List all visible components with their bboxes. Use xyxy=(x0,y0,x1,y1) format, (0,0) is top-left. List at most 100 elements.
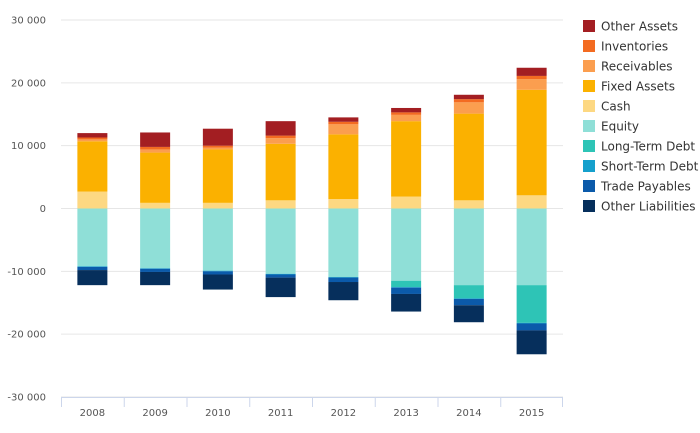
bar-segment[interactable] xyxy=(140,149,171,153)
bar-segment[interactable] xyxy=(328,199,359,209)
bar-segment[interactable] xyxy=(516,89,547,196)
bar-segment[interactable] xyxy=(77,270,108,286)
bar-segment[interactable] xyxy=(453,298,484,299)
bar-segment[interactable] xyxy=(140,271,171,286)
bar-segment[interactable] xyxy=(516,208,547,286)
legend-item[interactable]: Short-Term Debt xyxy=(583,160,699,174)
bar-segment[interactable] xyxy=(77,266,108,267)
bar-segment[interactable] xyxy=(516,285,547,323)
bar-segment[interactable] xyxy=(328,121,359,125)
legend-label: Fixed Assets xyxy=(601,80,675,94)
bar-segment[interactable] xyxy=(265,200,296,209)
legend-item[interactable]: Long-Term Debt xyxy=(583,140,695,154)
bar-segment[interactable] xyxy=(77,208,108,267)
bar-segment[interactable] xyxy=(328,134,359,200)
bar-segment[interactable] xyxy=(265,273,296,275)
legend-item[interactable]: Receivables xyxy=(583,60,673,74)
bar-segment[interactable] xyxy=(516,79,547,90)
bar-segment[interactable] xyxy=(202,147,233,150)
bar-segment[interactable] xyxy=(265,138,296,144)
bar-segment[interactable] xyxy=(391,287,422,294)
bar-segment[interactable] xyxy=(77,139,108,142)
legend: Other Assets Inventories Receivables Fixed … xyxy=(583,20,699,214)
bar-segment[interactable] xyxy=(516,195,547,209)
legend-item[interactable]: Other Liabilities xyxy=(583,200,696,214)
bar-segment[interactable] xyxy=(453,99,484,103)
bar-segment[interactable] xyxy=(202,208,233,271)
bar-segment[interactable] xyxy=(202,271,233,275)
bar-segment[interactable] xyxy=(202,274,233,290)
bar-segment[interactable] xyxy=(453,298,484,306)
bar-segment[interactable] xyxy=(202,128,233,146)
legend-swatch xyxy=(583,140,595,152)
bar-segment[interactable] xyxy=(328,208,359,277)
bar-segment[interactable] xyxy=(516,75,547,80)
bar-segment[interactable] xyxy=(265,135,296,139)
bar-segment[interactable] xyxy=(328,277,359,283)
bar-segment[interactable] xyxy=(453,208,484,286)
bar-segment[interactable] xyxy=(328,117,359,122)
bar-segment[interactable] xyxy=(265,121,296,136)
bar-segment[interactable] xyxy=(140,202,171,209)
legend-item[interactable]: Trade Payables xyxy=(583,180,691,194)
bar-segment[interactable] xyxy=(391,293,422,312)
legend-item[interactable]: Inventories xyxy=(583,40,668,54)
legend-label: Other Liabilities xyxy=(601,200,696,214)
bar-segment[interactable] xyxy=(328,282,359,301)
bar-segment[interactable] xyxy=(328,276,359,278)
bar-segment[interactable] xyxy=(202,149,233,203)
bar-segment[interactable] xyxy=(77,133,108,138)
bar-segment[interactable] xyxy=(140,268,171,269)
legend-swatch xyxy=(583,120,595,132)
bar-segment[interactable] xyxy=(391,287,422,288)
legend-item[interactable]: Fixed Assets xyxy=(583,80,675,94)
bar-segment[interactable] xyxy=(202,202,233,209)
x-tick-label: 2013 xyxy=(393,408,418,419)
bar-segment[interactable] xyxy=(453,305,484,323)
legend-label: Receivables xyxy=(601,60,673,74)
bar-segment[interactable] xyxy=(77,266,108,271)
bar-segment[interactable] xyxy=(391,121,422,197)
bar-segment[interactable] xyxy=(77,191,108,209)
bar-segment[interactable] xyxy=(453,94,484,100)
bar-segment[interactable] xyxy=(140,146,171,150)
x-tick-label: 2012 xyxy=(331,408,356,419)
bar-segment[interactable] xyxy=(516,322,547,324)
y-tick-label: 0 xyxy=(40,204,46,215)
axes: 30 000 20 000 10 000 0 -10 000 -20 000 -30 000… xyxy=(7,16,563,419)
bar-segment[interactable] xyxy=(140,152,171,203)
bar-segment[interactable] xyxy=(453,285,484,299)
bar-segment[interactable] xyxy=(453,102,484,114)
bar-segment[interactable] xyxy=(140,208,171,269)
bar-segment[interactable] xyxy=(391,280,422,288)
bar-segment[interactable] xyxy=(391,107,422,113)
bar-segment[interactable] xyxy=(265,143,296,201)
bar-segment[interactable] xyxy=(391,112,422,115)
legend-label: Other Assets xyxy=(601,20,678,34)
bar-segment[interactable] xyxy=(140,132,171,147)
bar-segment[interactable] xyxy=(453,200,484,209)
bar-segment[interactable] xyxy=(77,141,108,192)
bar-segment[interactable] xyxy=(516,323,547,331)
bar-segment[interactable] xyxy=(328,124,359,135)
bar-segment[interactable] xyxy=(202,270,233,272)
bar-segment[interactable] xyxy=(140,268,171,272)
bar-segment[interactable] xyxy=(202,145,233,148)
bar-segment[interactable] xyxy=(391,114,422,122)
y-tick-label: -10 000 xyxy=(7,267,46,278)
bar-segment[interactable] xyxy=(453,113,484,201)
legend-item[interactable]: Equity xyxy=(583,120,639,134)
bar-segment[interactable] xyxy=(265,277,296,298)
bar-segment[interactable] xyxy=(516,67,547,76)
legend-item[interactable]: Cash xyxy=(583,100,631,114)
bar-segment[interactable] xyxy=(391,196,422,209)
legend-item[interactable]: Other Assets xyxy=(583,20,678,34)
bar-segment[interactable] xyxy=(516,330,547,355)
bar-segment[interactable] xyxy=(265,208,296,274)
bar-segment[interactable] xyxy=(391,208,422,281)
bar-segment[interactable] xyxy=(77,137,108,140)
legend-swatch xyxy=(583,200,595,212)
legend-swatch xyxy=(583,60,595,72)
bar-segment[interactable] xyxy=(265,274,296,278)
